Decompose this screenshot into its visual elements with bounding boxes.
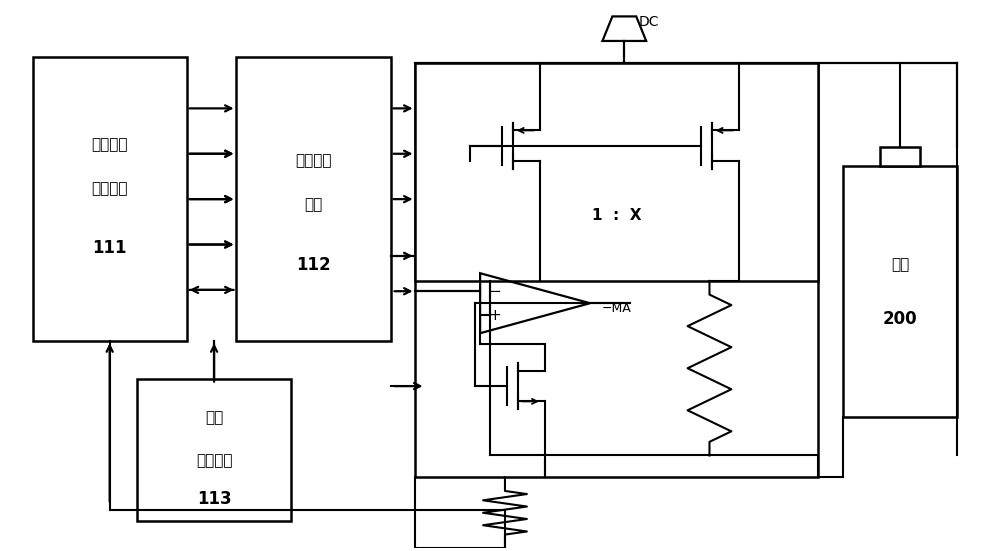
Text: 电池: 电池 xyxy=(891,257,909,272)
Text: 充电模式: 充电模式 xyxy=(91,137,128,152)
Text: 温度: 温度 xyxy=(205,410,223,425)
Text: −: − xyxy=(489,284,501,299)
Bar xyxy=(415,63,818,281)
Bar xyxy=(33,57,187,341)
Text: 200: 200 xyxy=(883,310,918,328)
Bar xyxy=(137,379,291,521)
Text: 单元: 单元 xyxy=(304,197,323,212)
Text: 模式选择: 模式选择 xyxy=(295,154,332,169)
Bar xyxy=(880,147,920,166)
Text: −MA: −MA xyxy=(602,302,632,315)
Bar xyxy=(415,63,818,477)
Text: 112: 112 xyxy=(296,256,331,274)
Text: 113: 113 xyxy=(197,490,231,508)
Text: 111: 111 xyxy=(92,239,127,257)
Text: DC: DC xyxy=(639,15,659,29)
Text: 1  :  X: 1 : X xyxy=(592,208,642,223)
Bar xyxy=(236,57,391,341)
Bar xyxy=(843,166,957,417)
Text: +: + xyxy=(489,307,501,323)
Text: 检测单元: 检测单元 xyxy=(196,453,232,468)
Text: 控制单元: 控制单元 xyxy=(91,181,128,196)
